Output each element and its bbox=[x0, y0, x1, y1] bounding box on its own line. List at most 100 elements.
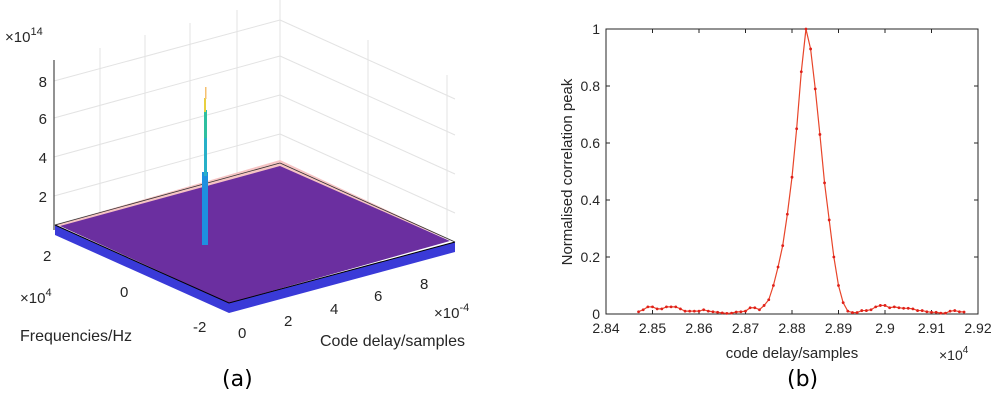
data-point bbox=[772, 284, 775, 287]
x-tick-label: 2.89 bbox=[825, 320, 852, 336]
x-tick: 8 bbox=[420, 276, 428, 293]
y-axis-label: Frequencies/Hz bbox=[20, 328, 132, 345]
data-point bbox=[762, 304, 766, 307]
data-point bbox=[878, 304, 882, 307]
caption-b: (b) bbox=[787, 367, 818, 392]
data-point bbox=[948, 309, 952, 313]
x-tick-label: 2.92 bbox=[964, 320, 991, 336]
caption-a: (a) bbox=[222, 367, 253, 392]
data-point bbox=[832, 255, 836, 259]
data-point bbox=[939, 311, 943, 315]
data-point bbox=[646, 305, 650, 309]
data-point bbox=[665, 305, 668, 309]
data-point bbox=[651, 305, 654, 309]
x-tick-label: 2.84 bbox=[592, 320, 619, 336]
x-exponent: ×104 bbox=[939, 345, 969, 363]
data-point bbox=[641, 308, 645, 312]
data-point bbox=[706, 309, 710, 313]
data-point bbox=[846, 309, 850, 313]
data-point bbox=[925, 310, 929, 314]
x-tick-label: 2.9 bbox=[875, 320, 895, 336]
data-point bbox=[790, 175, 794, 179]
data-point bbox=[911, 307, 915, 311]
data-point bbox=[753, 306, 757, 310]
data-point bbox=[906, 306, 910, 310]
x-tick-label: 2.88 bbox=[778, 320, 805, 336]
z-tick: 6 bbox=[39, 111, 47, 128]
data-point bbox=[748, 306, 752, 310]
z-tick: 4 bbox=[39, 150, 47, 167]
y-tick-label: 1 bbox=[592, 21, 600, 37]
data-point bbox=[944, 311, 947, 315]
x-tick: 4 bbox=[330, 301, 338, 318]
line-plot: 2.84 2.85 2.86 2.87 2.88 2.89 2.9 2.91 2.92 0 0.2 0… bbox=[559, 21, 992, 392]
y-ticks: 2 0 -2 bbox=[43, 248, 206, 336]
data-point bbox=[739, 310, 743, 314]
data-point bbox=[692, 309, 696, 313]
data-point bbox=[930, 310, 933, 314]
y-tick-label: 0.4 bbox=[581, 192, 601, 208]
data-point bbox=[767, 298, 771, 302]
y-tick: 0 bbox=[120, 284, 128, 301]
data-point bbox=[860, 309, 864, 312]
data-point bbox=[785, 212, 789, 216]
data-point bbox=[818, 133, 822, 136]
data-point bbox=[679, 307, 682, 311]
data-point bbox=[855, 311, 859, 314]
data-point bbox=[813, 87, 817, 91]
data-point bbox=[744, 309, 747, 313]
z-tick: 8 bbox=[39, 74, 47, 91]
surface-peak bbox=[202, 87, 208, 245]
x-tick-label: 2.86 bbox=[685, 320, 712, 336]
data-point bbox=[888, 306, 892, 310]
data-point bbox=[916, 309, 919, 312]
x-tick: 0 bbox=[238, 325, 246, 342]
y-tick: 2 bbox=[43, 248, 51, 265]
data-point bbox=[734, 310, 738, 314]
data-point bbox=[902, 306, 905, 310]
data-point bbox=[697, 309, 701, 313]
data-point bbox=[688, 309, 692, 313]
x-tick: 6 bbox=[374, 288, 382, 305]
y-tick-label: 0.8 bbox=[581, 78, 601, 94]
data-point bbox=[637, 310, 640, 314]
x-axis-label: Code delay/samples bbox=[320, 333, 465, 350]
data-point bbox=[874, 305, 878, 309]
data-point bbox=[827, 218, 831, 222]
data-point bbox=[795, 127, 799, 131]
data-point bbox=[669, 305, 673, 309]
data-point bbox=[920, 309, 924, 312]
x-exponent: ×10-4 bbox=[434, 302, 469, 322]
surface-outline bbox=[54, 224, 456, 304]
data-point bbox=[841, 301, 845, 304]
data-point bbox=[953, 309, 957, 312]
data-point bbox=[869, 308, 873, 312]
data-point bbox=[674, 305, 678, 309]
x-axis-label: code delay/samples bbox=[726, 345, 859, 362]
data-point bbox=[892, 305, 896, 309]
x-tick-label: 2.85 bbox=[639, 320, 666, 336]
data-point bbox=[683, 309, 687, 313]
z-tick: 2 bbox=[39, 189, 47, 206]
data-point bbox=[897, 306, 901, 310]
data-point bbox=[730, 311, 733, 315]
surface-base bbox=[55, 225, 455, 313]
y-axis-label: Normalised correlation peak bbox=[559, 78, 576, 265]
data-point bbox=[804, 27, 808, 31]
z-ticks: 8 6 4 2 bbox=[39, 74, 47, 206]
x-tick-label: 2.91 bbox=[918, 320, 945, 336]
data-point bbox=[799, 70, 803, 74]
y-tick-label: 0.6 bbox=[581, 135, 601, 151]
data-point bbox=[660, 307, 664, 311]
data-point bbox=[711, 310, 715, 314]
y-exponent: ×104 bbox=[20, 287, 52, 307]
data-point bbox=[865, 309, 868, 312]
data-point bbox=[837, 284, 840, 287]
surface-plot: 8 6 4 2 ×1014 2 0 -2 ×104 Frequencie bbox=[5, 0, 469, 392]
y-tick-label: 0.2 bbox=[581, 249, 601, 265]
x-tick: 2 bbox=[284, 313, 292, 330]
data-point bbox=[958, 310, 961, 314]
axis-ticks: 2.84 2.85 2.86 2.87 2.88 2.89 2.9 2.91 2.92 0 0.2 0… bbox=[581, 21, 992, 336]
